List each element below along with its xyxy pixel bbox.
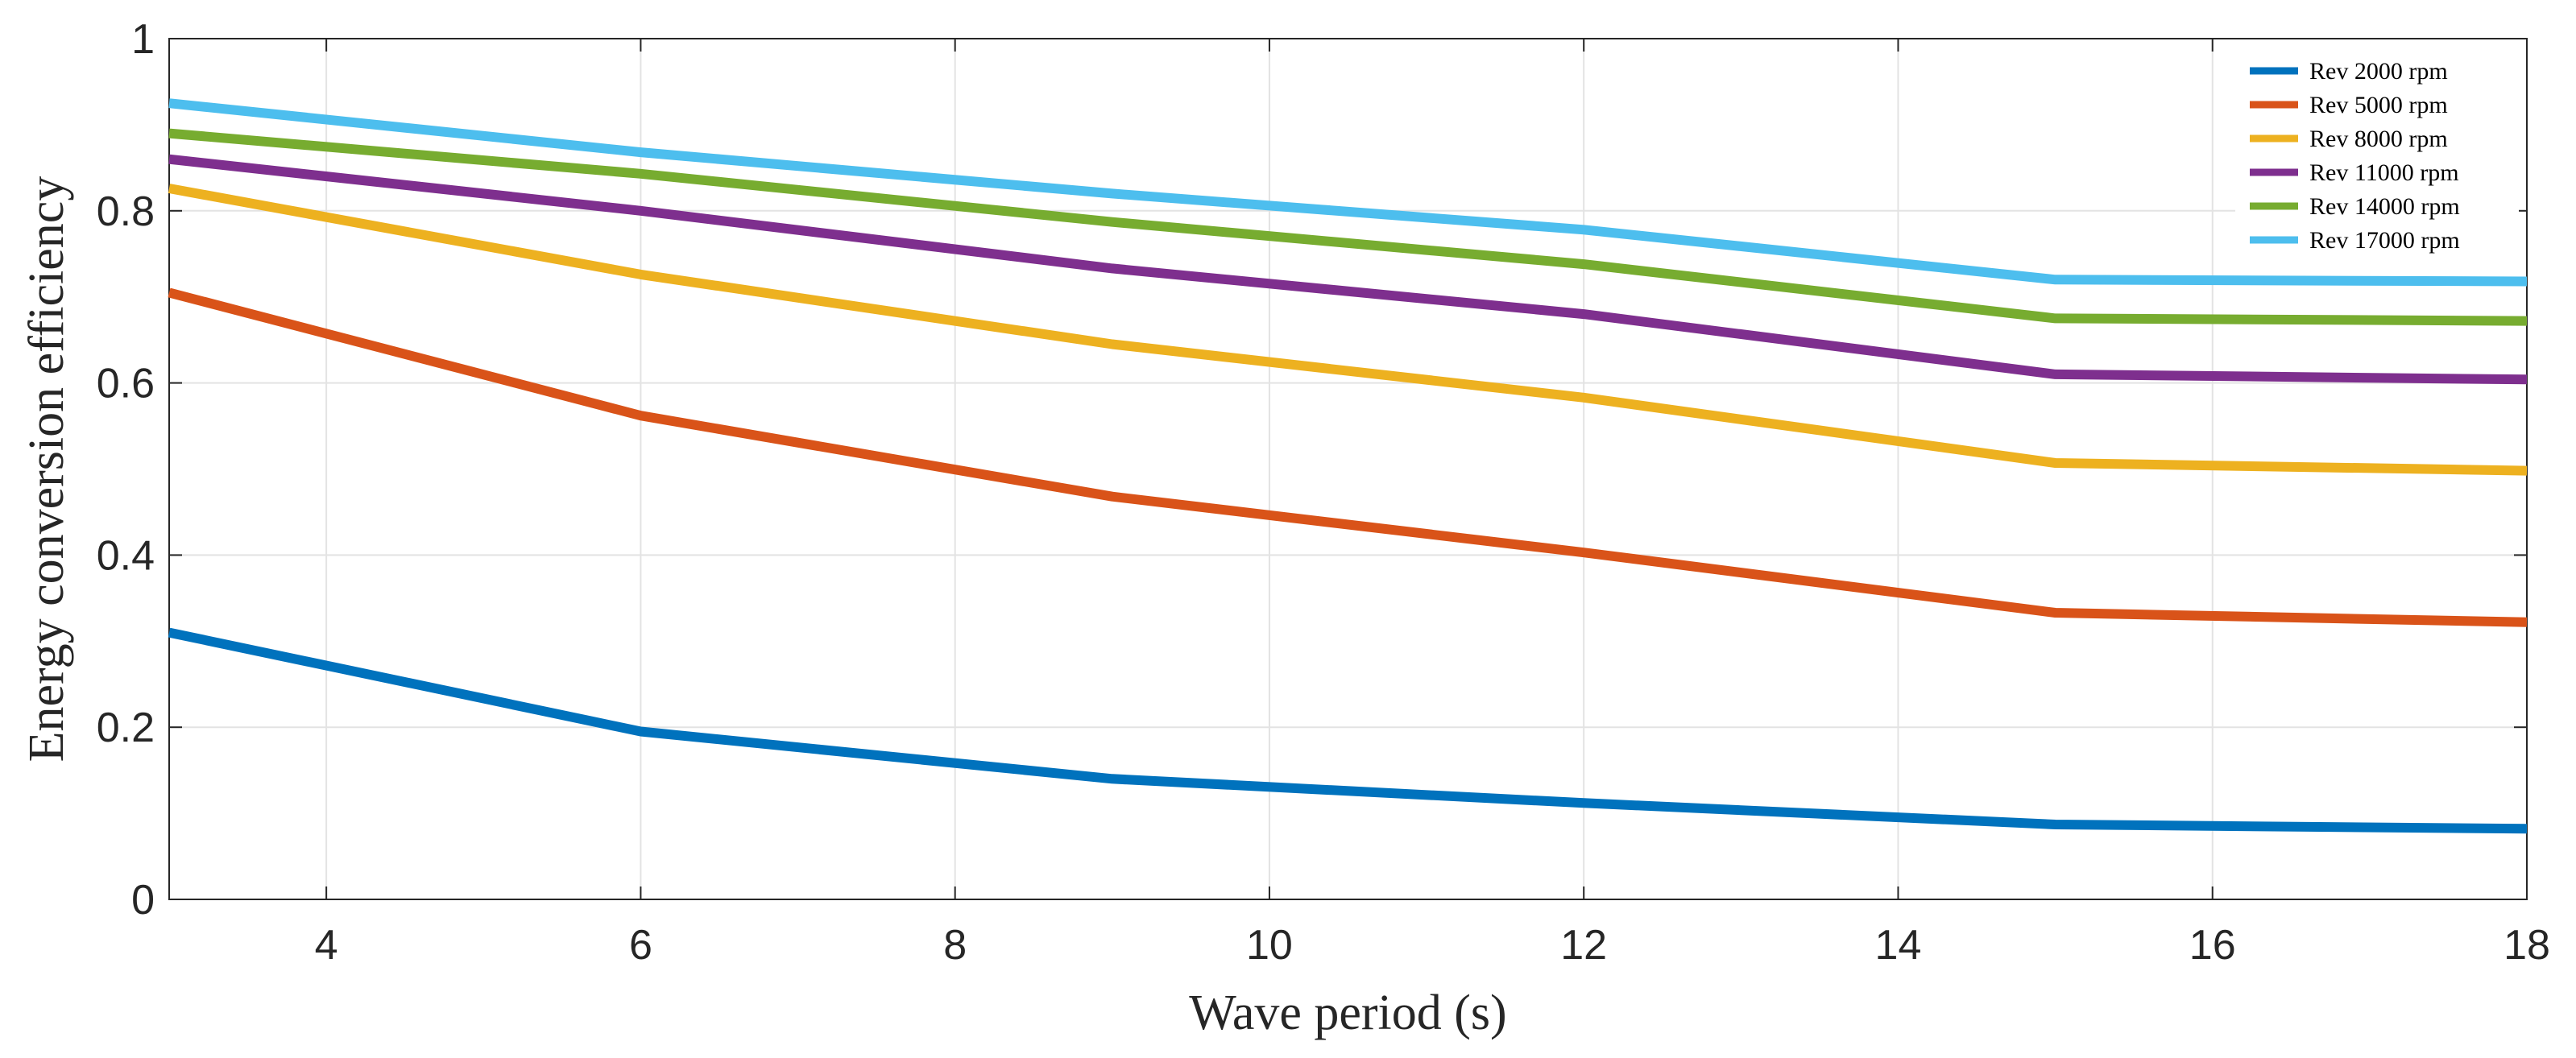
y-tick-label: 0.2 xyxy=(97,705,155,751)
series-line-rev-2000-rpm xyxy=(168,627,2528,834)
series-lines xyxy=(168,98,2528,834)
series-line-rev-14000-rpm xyxy=(168,128,2528,326)
x-tick-label: 4 xyxy=(315,922,338,969)
legend-box xyxy=(2235,50,2519,267)
legend-label-rev-14000-rpm: Rev 14000 rpm xyxy=(2309,193,2460,220)
x-tick-label: 18 xyxy=(2504,922,2550,969)
legend-label-rev-2000-rpm: Rev 2000 rpm xyxy=(2309,58,2448,85)
x-tick-label: 14 xyxy=(1875,922,1922,969)
legend-label-rev-17000-rpm: Rev 17000 rpm xyxy=(2309,227,2460,254)
tick-labels: 4 6 8 10 12 14 16 18 0 0.2 0.4 0.6 0.8 1 xyxy=(97,16,2550,969)
x-tick-label: 8 xyxy=(943,922,967,969)
y-tick-label: 1 xyxy=(131,16,155,63)
series-line-rev-5000-rpm xyxy=(168,287,2528,627)
x-tick-label: 16 xyxy=(2189,922,2236,969)
x-tick-label: 10 xyxy=(1246,922,1293,969)
legend-label-rev-5000-rpm: Rev 5000 rpm xyxy=(2309,92,2448,118)
y-tick-label: 0.8 xyxy=(97,188,155,235)
legend: Rev 2000 rpm Rev 5000 rpm Rev 8000 rpm Rev … xyxy=(2235,50,2519,267)
series-line-rev-8000-rpm xyxy=(168,184,2528,476)
series-line-rev-11000-rpm xyxy=(168,154,2528,385)
x-axis-title: Wave period (s) xyxy=(1189,986,1506,1040)
legend-label-rev-11000-rpm: Rev 11000 rpm xyxy=(2309,159,2459,186)
x-tick-label: 12 xyxy=(1560,922,1607,969)
y-tick-label: 0 xyxy=(131,877,155,924)
x-tick-label: 6 xyxy=(629,922,652,969)
y-tick-label: 0.6 xyxy=(97,361,155,407)
legend-label-rev-8000-rpm: Rev 8000 rpm xyxy=(2309,126,2448,152)
y-axis-title: Energy conversion efficiency xyxy=(19,176,74,763)
y-tick-label: 0.4 xyxy=(97,532,155,579)
series-line-rev-17000-rpm xyxy=(168,98,2528,287)
